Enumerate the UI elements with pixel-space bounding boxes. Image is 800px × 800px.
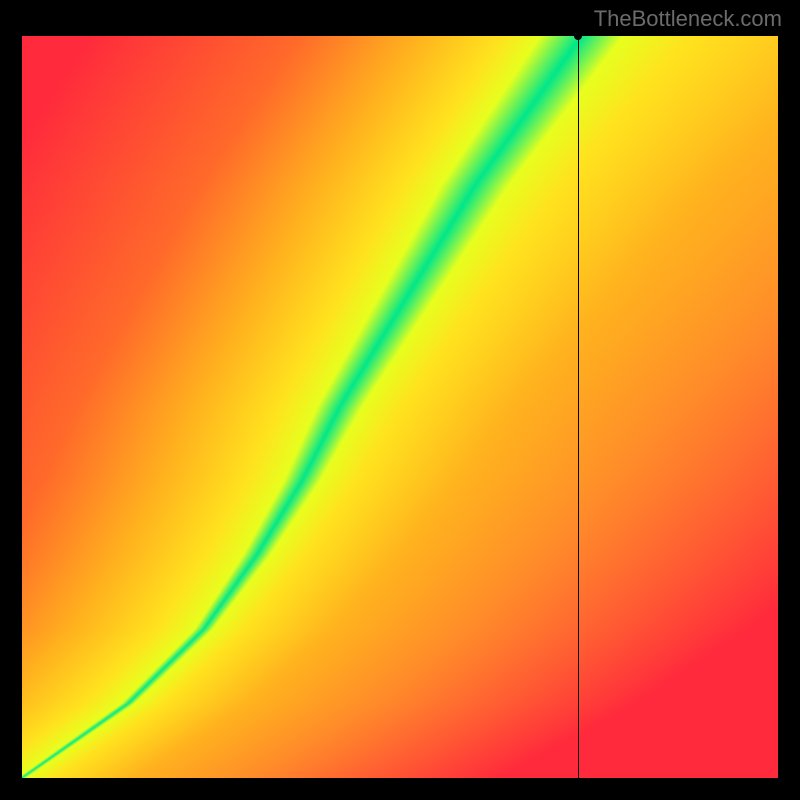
vertical-marker-dot bbox=[574, 32, 582, 40]
vertical-marker-line bbox=[578, 36, 579, 778]
attribution-text: TheBottleneck.com bbox=[594, 6, 782, 32]
bottleneck-heatmap bbox=[22, 36, 778, 778]
plot-area bbox=[22, 36, 778, 778]
